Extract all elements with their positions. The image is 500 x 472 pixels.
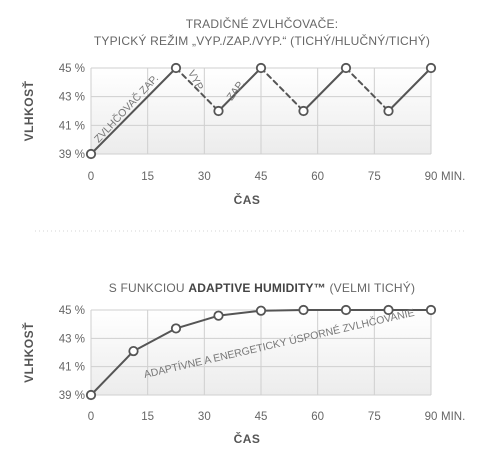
data-point xyxy=(170,62,182,74)
x-tick-label: 90 xyxy=(425,411,438,423)
series-segment-dashed xyxy=(345,67,390,112)
chart-adaptive: 39 % 41 % 43 % 45 % 0 15 30 45 60 75 90 MIN. ČAS VLHK… xyxy=(21,304,465,446)
x-unit-label: MIN. xyxy=(441,411,465,423)
series-segment xyxy=(132,327,177,353)
series-segment-dashed xyxy=(260,67,305,112)
x-unit-label: MIN. xyxy=(441,171,465,183)
chart2-title-part3: (VELMI TICHÝ) xyxy=(326,280,415,295)
data-point xyxy=(85,148,97,160)
data-point xyxy=(383,105,394,117)
chart2-title: S FUNKCIOU ADAPTIVE HUMIDITY™ (VELMI TIC… xyxy=(109,280,415,295)
data-point xyxy=(213,310,224,321)
y-tick-label: 39 % xyxy=(59,149,85,161)
y-tick-label: 45 % xyxy=(59,63,85,75)
x-axis-label: ČAS xyxy=(234,431,261,446)
x-tick-label: 0 xyxy=(88,171,94,183)
chart1-title-line2: TYPICKÝ REŽIM „VYP./ZAP./VYP.“ (TICHÝ/HL… xyxy=(94,33,430,48)
data-point xyxy=(340,304,352,316)
x-tick-label: 15 xyxy=(141,171,154,183)
series-segment xyxy=(217,67,262,112)
chart2-title-brand: ADAPTIVE HUMIDITY™ xyxy=(188,281,326,295)
series-segment xyxy=(217,309,262,317)
y-tick-label: 41 % xyxy=(59,362,85,374)
x-tick-label: 90 xyxy=(425,171,438,183)
chart1-title-line1: TRADIČNÉ ZVLHČOVAČE: xyxy=(186,16,338,31)
y-axis-label: VLHKOSŤ xyxy=(21,80,36,141)
y-tick-label: 43 % xyxy=(59,333,85,345)
chart-traditional: 39 % 41 % 43 % 45 % 0 15 30 45 60 75 90 MIN. ČAS VLHK… xyxy=(21,62,465,207)
y-tick-label: 41 % xyxy=(59,120,85,132)
series-segment xyxy=(90,350,135,396)
data-point xyxy=(255,62,267,74)
x-tick-label: 75 xyxy=(368,171,381,183)
data-point xyxy=(298,105,309,117)
x-tick-label: 45 xyxy=(255,411,268,423)
data-point xyxy=(298,304,309,316)
x-tick-label: 0 xyxy=(88,411,94,423)
data-point xyxy=(170,323,182,334)
data-point xyxy=(128,345,139,357)
series-segment xyxy=(302,67,347,112)
y-axis-label: VLHKOSŤ xyxy=(21,322,36,383)
y-tick-label: 45 % xyxy=(59,305,85,317)
series-segment xyxy=(175,314,220,330)
data-point xyxy=(383,304,394,316)
data-point xyxy=(425,304,437,316)
series-segment xyxy=(90,67,177,155)
data-point xyxy=(425,62,437,74)
x-axis-label: ČAS xyxy=(234,192,261,207)
data-point xyxy=(213,105,224,117)
x-tick-label: 30 xyxy=(198,171,211,183)
series-segment-dashed xyxy=(175,67,220,112)
x-tick-label: 60 xyxy=(311,171,324,183)
series-segment xyxy=(260,309,305,312)
series-segment xyxy=(387,67,432,112)
data-point xyxy=(255,305,267,316)
y-tick-label: 43 % xyxy=(59,92,85,104)
data-point xyxy=(85,389,97,401)
x-tick-label: 45 xyxy=(255,171,268,183)
data-point xyxy=(340,62,352,74)
y-tick-label: 39 % xyxy=(59,390,85,402)
x-tick-label: 60 xyxy=(311,411,324,423)
x-tick-label: 30 xyxy=(198,411,211,423)
x-tick-label: 75 xyxy=(368,411,381,423)
chart2-title-part1: S FUNKCIOU xyxy=(109,281,189,295)
x-tick-label: 15 xyxy=(141,411,154,423)
